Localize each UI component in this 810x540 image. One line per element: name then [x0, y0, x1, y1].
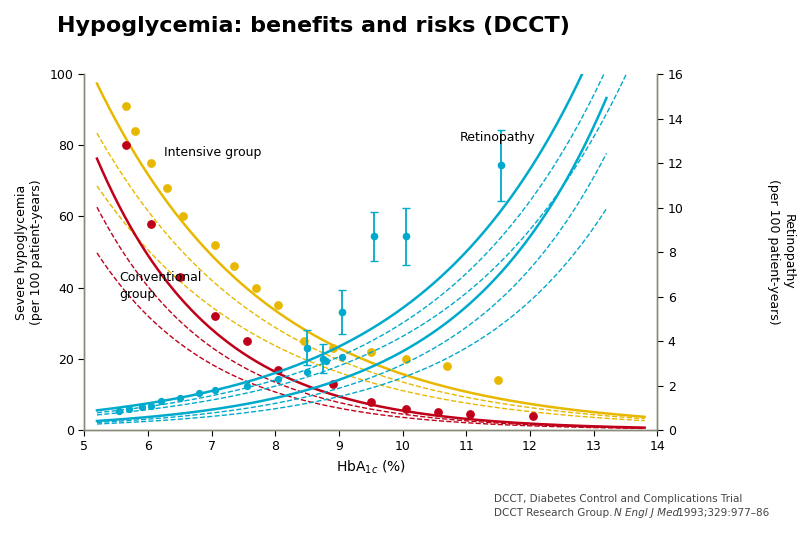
Point [122, 404, 135, 413]
Point [173, 394, 186, 402]
Point [177, 212, 190, 221]
Point [272, 301, 285, 310]
Text: Retinopathy: Retinopathy [460, 131, 535, 144]
Text: N Engl J Med: N Engl J Med [614, 508, 679, 518]
Point [145, 159, 158, 167]
Point [399, 404, 412, 413]
Point [326, 344, 339, 353]
Point [272, 365, 285, 374]
Point [208, 386, 221, 394]
Point [145, 401, 158, 410]
Point [119, 141, 132, 150]
Text: Hypoglycemia: benefits and risks (DCCT): Hypoglycemia: benefits and risks (DCCT) [57, 16, 569, 36]
Point [145, 219, 158, 228]
Point [441, 362, 454, 370]
Point [364, 347, 377, 356]
Point [320, 357, 333, 366]
Text: DCCT, Diabetes Control and Complications Trial: DCCT, Diabetes Control and Complications… [494, 494, 743, 504]
Point [113, 407, 126, 415]
Point [154, 397, 167, 406]
Point [272, 375, 285, 383]
Point [193, 389, 206, 397]
Y-axis label: Severe hypoglycemia
(per 100 patient-years): Severe hypoglycemia (per 100 patient-yea… [15, 179, 43, 325]
Point [135, 402, 148, 411]
Point [526, 411, 539, 420]
Point [208, 312, 221, 320]
Point [399, 354, 412, 363]
X-axis label: HbA$_{1c}$ (%): HbA$_{1c}$ (%) [336, 459, 406, 476]
Text: Intensive group: Intensive group [164, 146, 261, 159]
Point [249, 284, 262, 292]
Text: Conventional
group: Conventional group [119, 271, 202, 301]
Point [160, 184, 173, 192]
Point [240, 337, 253, 346]
Point [129, 127, 142, 136]
Point [492, 376, 505, 384]
Point [297, 337, 310, 346]
Point [173, 273, 186, 281]
Text: 1993;329:977–86: 1993;329:977–86 [674, 508, 770, 518]
Y-axis label: Retinopathy
(per 100 patient-years): Retinopathy (per 100 patient-years) [767, 179, 795, 325]
Point [228, 262, 241, 271]
Point [326, 380, 339, 388]
Point [463, 410, 476, 418]
Text: DCCT Research Group.: DCCT Research Group. [494, 508, 616, 518]
Point [119, 102, 132, 110]
Point [240, 381, 253, 390]
Point [335, 352, 348, 361]
Point [431, 408, 444, 416]
Point [364, 397, 377, 406]
Point [301, 368, 313, 376]
Point [208, 241, 221, 249]
